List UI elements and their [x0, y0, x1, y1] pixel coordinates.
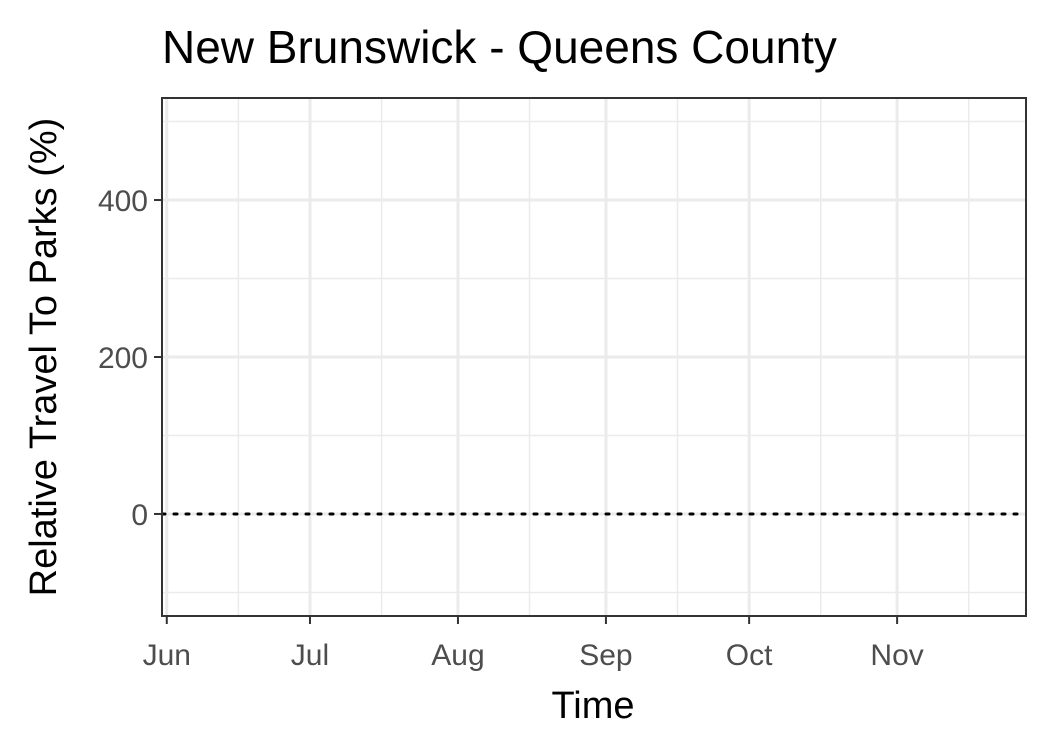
x-tick-label: Nov — [870, 639, 923, 672]
x-tick-label: Sep — [579, 639, 632, 672]
chart-title: New Brunswick - Queens County — [162, 21, 837, 73]
x-tick-label: Oct — [726, 639, 773, 672]
x-axis: Jun Jul Aug Sep Oct Nov — [143, 616, 924, 672]
y-axis-label: Relative Travel To Parks (%) — [23, 118, 65, 597]
x-tick-label: Jun — [143, 639, 191, 672]
y-axis: 0 200 400 — [98, 185, 162, 532]
x-tick-label: Aug — [431, 639, 484, 672]
y-tick-label: 400 — [98, 185, 148, 218]
plot-area — [160, 97, 1028, 617]
x-tick-label: Jul — [291, 639, 329, 672]
x-axis-label: Time — [551, 685, 634, 727]
y-tick-label: 200 — [98, 342, 148, 375]
y-tick-label: 0 — [131, 499, 148, 532]
